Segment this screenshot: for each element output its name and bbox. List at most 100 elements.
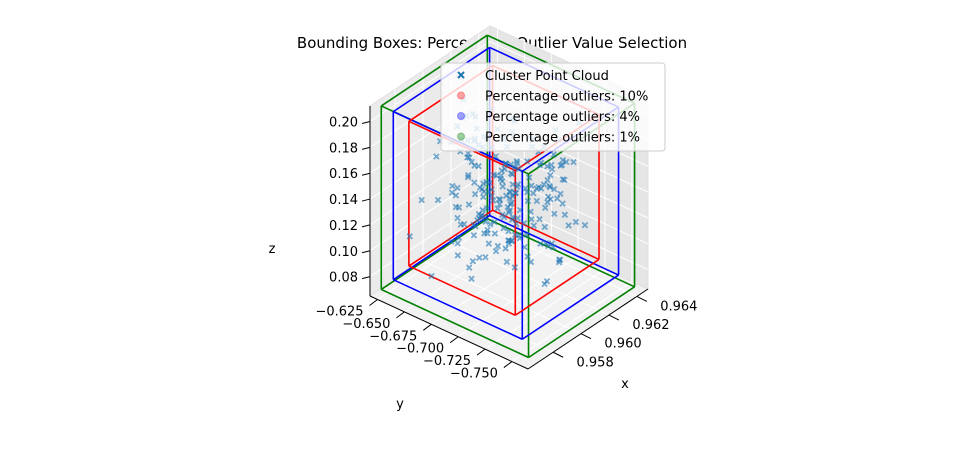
z-tick-label: 0.18 [329, 141, 358, 156]
y-tick [396, 311, 405, 319]
data-point [525, 174, 533, 181]
data-point [513, 158, 521, 165]
axes: 0.9580.9600.9620.964x−0.750−0.725−0.700−… [269, 106, 697, 412]
data-point [544, 198, 551, 206]
x-tick [636, 295, 648, 302]
z-tick-label: 0.16 [329, 167, 358, 182]
y-tick [422, 323, 432, 331]
data-point [565, 222, 572, 229]
data-point [455, 234, 463, 241]
data-point [492, 247, 500, 255]
data-point [559, 200, 566, 207]
data-point [527, 258, 535, 266]
y-tick-label: −0.725 [423, 354, 471, 369]
data-point [496, 200, 503, 208]
data-point [546, 183, 554, 191]
data-point [508, 237, 516, 244]
data-point [495, 195, 503, 203]
data-point [428, 272, 435, 280]
data-point [558, 161, 566, 169]
data-point [551, 210, 558, 218]
z-tick [361, 276, 371, 280]
data-point [515, 165, 523, 173]
y-tick [369, 299, 378, 306]
data-point [548, 161, 555, 169]
data-point [434, 196, 442, 204]
data-point [485, 240, 493, 247]
legend-marker-x-icon [457, 71, 465, 79]
x-tick-label: 0.964 [660, 299, 697, 314]
x-axis-label: x [621, 377, 629, 392]
data-point [522, 185, 529, 192]
z-tick-label: 0.10 [329, 245, 358, 260]
data-point [511, 189, 519, 197]
box-edge [392, 278, 523, 340]
box-edge [380, 34, 488, 107]
data-point [509, 181, 516, 188]
box-edge [380, 288, 529, 359]
data-point [482, 218, 489, 225]
legend-label: Cluster Point Cloud [485, 69, 609, 84]
data-point [483, 178, 490, 186]
data-point [489, 197, 497, 204]
z-tick-label: 0.12 [329, 219, 358, 234]
data-point [454, 214, 461, 222]
data-point [470, 232, 478, 239]
data-point [483, 205, 491, 212]
y-tick-label: −0.650 [342, 317, 390, 332]
data-point [494, 242, 502, 250]
data-point [476, 254, 483, 261]
data-point [544, 176, 551, 184]
z-tick [361, 224, 371, 228]
data-point [511, 164, 519, 171]
data-point [527, 208, 534, 215]
z-tick [361, 250, 371, 254]
data-point [541, 223, 548, 231]
data-point [524, 197, 532, 205]
x-axis-line [527, 288, 649, 370]
data-point [484, 226, 491, 234]
box-edge [528, 286, 636, 359]
y-tick-label: −0.675 [369, 329, 417, 344]
data-point [511, 264, 519, 271]
data-point [433, 153, 440, 160]
legend-label: Percentage outliers: 4% [485, 110, 640, 125]
data-point [464, 150, 472, 157]
data-point [516, 206, 524, 214]
data-point [523, 158, 531, 165]
y-axis-line [369, 295, 529, 370]
data-point [468, 275, 475, 282]
data-point [542, 204, 549, 212]
grid-line-y [511, 91, 633, 363]
data-point [487, 220, 494, 228]
data-point [508, 199, 515, 207]
data-point [482, 254, 489, 261]
data-point [547, 171, 554, 179]
data-point [514, 214, 521, 222]
data-point [472, 223, 479, 230]
data-point [563, 158, 570, 166]
z-tick [361, 172, 371, 176]
data-point [498, 167, 506, 174]
data-point [449, 182, 456, 190]
box-edge [514, 258, 600, 316]
data-point [491, 218, 498, 226]
data-point [550, 151, 557, 158]
legend-marker-dot-icon [457, 132, 465, 141]
data-point [502, 160, 509, 167]
data-point [572, 218, 580, 226]
data-point [452, 192, 460, 199]
data-point [521, 243, 528, 251]
y-tick [449, 336, 459, 344]
data-point [465, 264, 473, 271]
data-point [509, 216, 516, 223]
data-point [479, 206, 486, 214]
data-point [454, 184, 461, 192]
data-point [493, 172, 500, 179]
data-point [561, 211, 569, 219]
z-tick-label: 0.08 [329, 271, 358, 286]
data-point [465, 201, 473, 208]
data-point [491, 230, 499, 237]
data-point [537, 240, 544, 247]
data-point [557, 190, 564, 198]
